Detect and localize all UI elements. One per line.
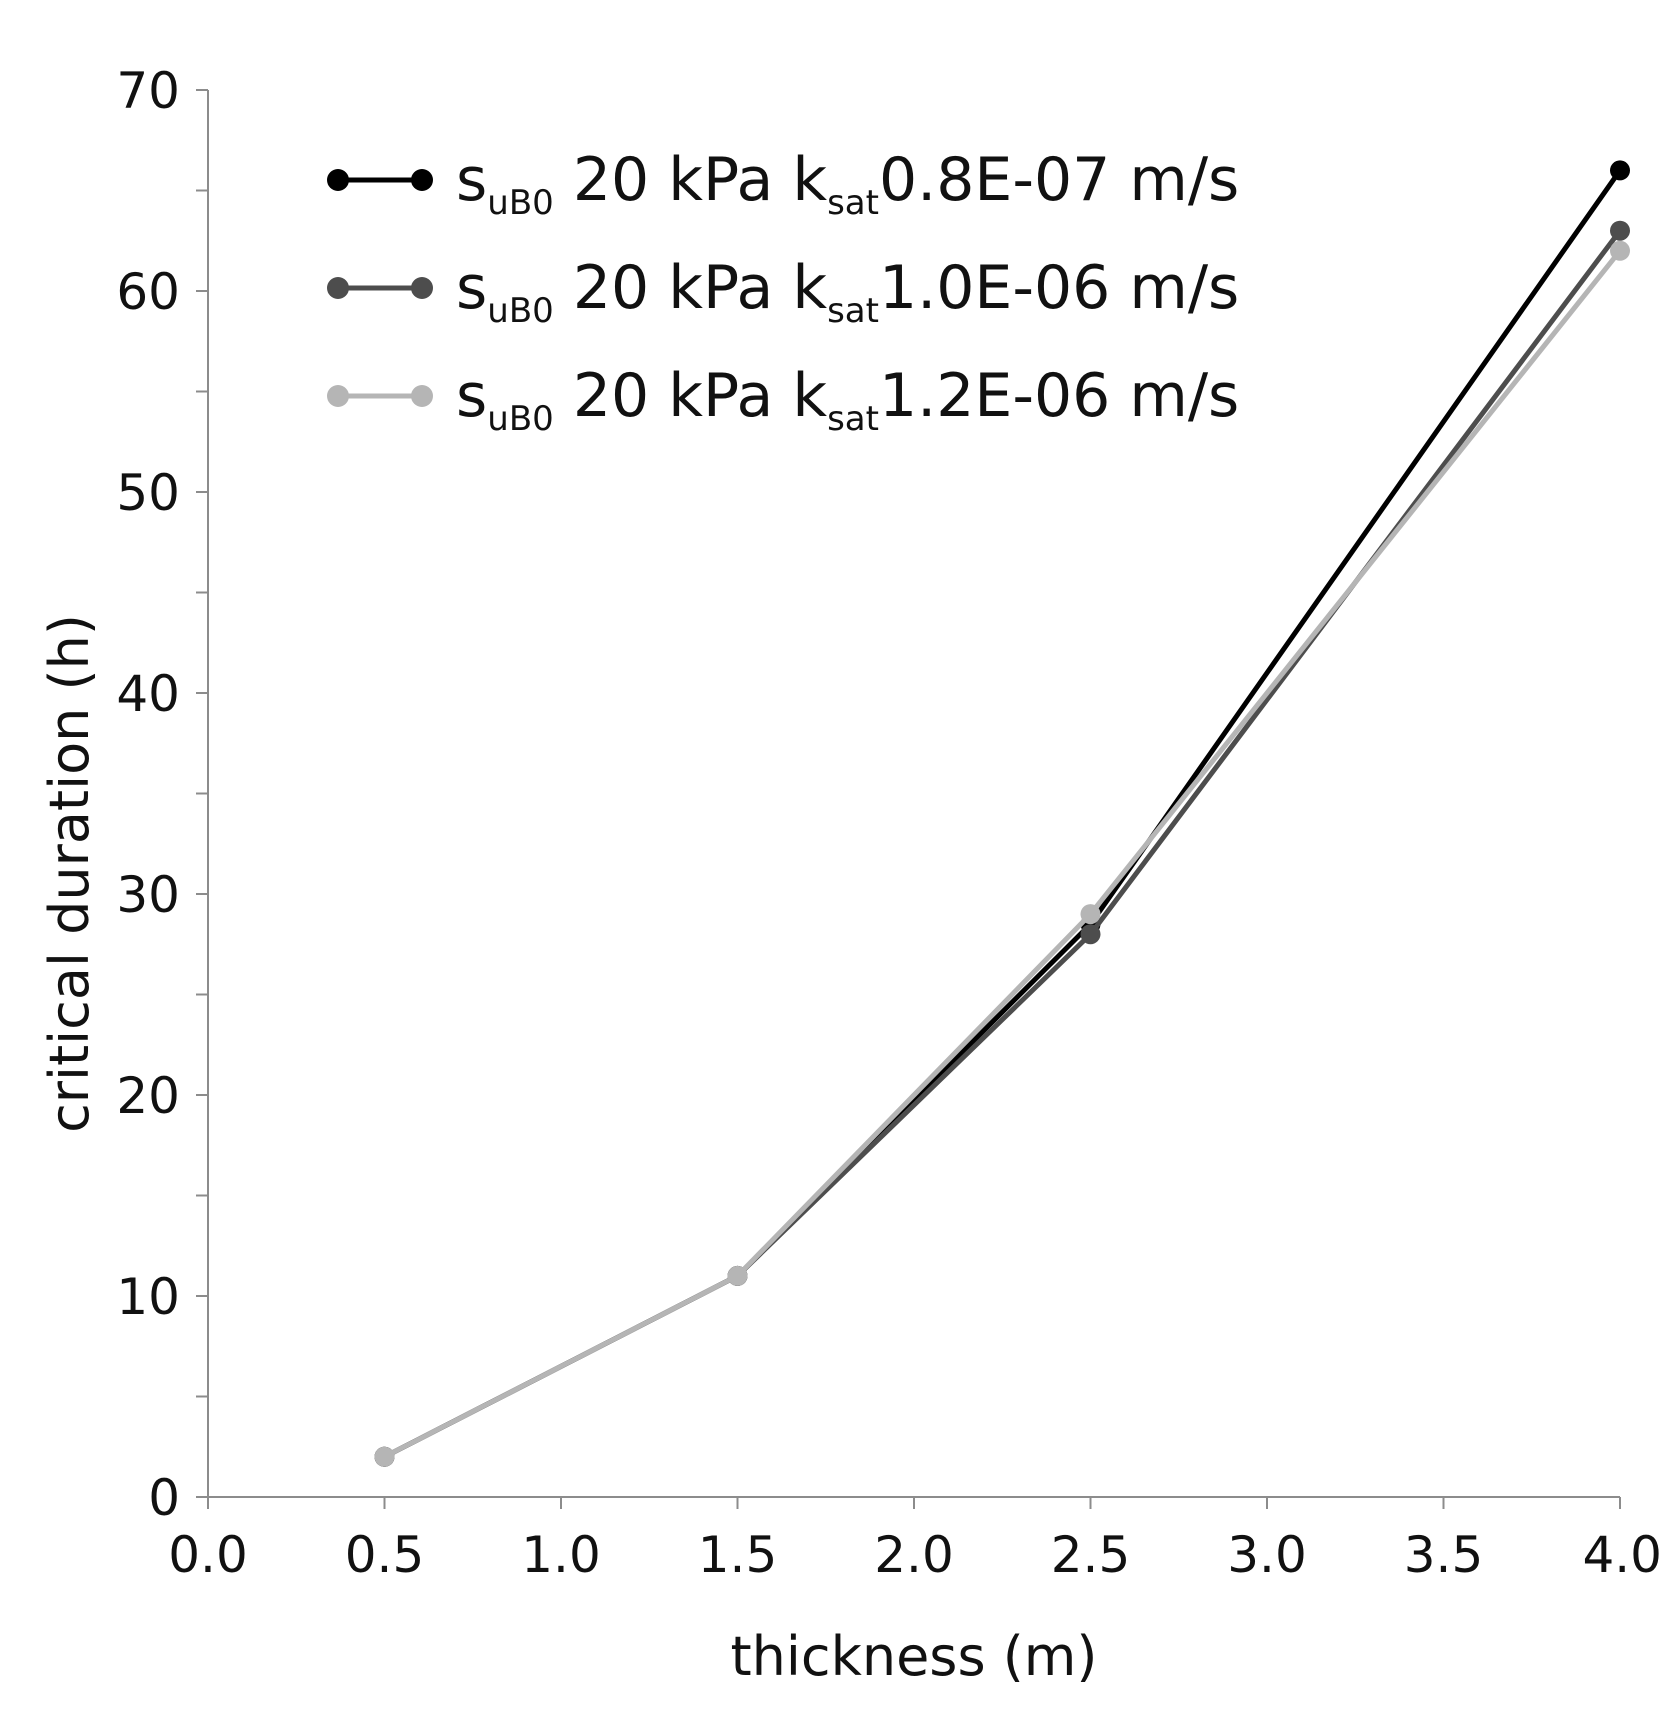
x-tick-label: 2.0 xyxy=(874,1526,954,1584)
y-tick-label: 70 xyxy=(116,62,180,120)
legend-label-subscript: uB0 xyxy=(487,291,554,331)
data-point xyxy=(1610,220,1630,241)
legend-label-text: 20 kPa k xyxy=(554,253,828,323)
legend-label-subscript: sat xyxy=(827,183,879,223)
legend-swatch-marker xyxy=(327,169,349,191)
x-tick-label: 3.0 xyxy=(1227,1526,1307,1584)
legend-label-subscript: uB0 xyxy=(487,399,554,439)
legend-label: suB0 20 kPa ksat0.8E-07 m/s xyxy=(456,145,1239,223)
legend-label-text: 1.2E-06 m/s xyxy=(879,361,1239,431)
legend-label-text: s xyxy=(456,253,487,323)
legend-label-text: 1.0E-06 m/s xyxy=(879,253,1239,323)
legend-label-subscript: sat xyxy=(827,291,879,331)
legend-label-text: s xyxy=(456,145,487,215)
y-tick-label: 10 xyxy=(116,1268,180,1326)
x-tick-label: 1.5 xyxy=(698,1526,778,1584)
legend-label-text: s xyxy=(456,361,487,431)
data-point xyxy=(1080,924,1101,945)
legend-swatch-marker xyxy=(411,385,433,407)
data-point xyxy=(1610,240,1630,261)
x-tick-label: 0.5 xyxy=(345,1526,425,1584)
legend-label-subscript: sat xyxy=(827,399,879,439)
y-tick-label: 30 xyxy=(116,866,180,924)
data-point xyxy=(374,1446,395,1467)
x-tick-label: 4.0 xyxy=(1582,1526,1662,1584)
legend-swatch-marker xyxy=(327,385,349,407)
y-tick-label: 50 xyxy=(116,464,180,522)
x-tick-label: 1.0 xyxy=(521,1526,601,1584)
data-point xyxy=(1080,904,1101,925)
legend-label-subscript: uB0 xyxy=(487,183,554,223)
series-lines xyxy=(374,160,1630,1467)
legend-swatch-marker xyxy=(411,169,433,191)
data-point xyxy=(727,1265,748,1286)
y-tick-label: 40 xyxy=(116,665,180,723)
legend-item: suB0 20 kPa ksat0.8E-07 m/s xyxy=(327,145,1239,223)
y-axis-title: critical duration (h) xyxy=(38,614,101,1133)
x-tick-label: 3.5 xyxy=(1404,1526,1484,1584)
legend-item: suB0 20 kPa ksat1.0E-06 m/s xyxy=(327,253,1239,331)
legend-label-text: 0.8E-07 m/s xyxy=(879,145,1239,215)
legend-label: suB0 20 kPa ksat1.0E-06 m/s xyxy=(456,253,1239,331)
x-axis-title: thickness (m) xyxy=(731,1625,1098,1688)
legend-swatch-marker xyxy=(411,277,433,299)
legend-label-text: 20 kPa k xyxy=(554,361,828,431)
x-tick-label: 0.0 xyxy=(168,1526,248,1584)
legend-item: suB0 20 kPa ksat1.2E-06 m/s xyxy=(327,361,1239,439)
y-tick-label: 0 xyxy=(148,1469,180,1527)
y-tick-label: 60 xyxy=(116,263,180,321)
series-line-3 xyxy=(382,248,1623,1460)
legend-label: suB0 20 kPa ksat1.2E-06 m/s xyxy=(456,361,1239,439)
axes xyxy=(196,89,1621,1509)
y-tick-label: 20 xyxy=(116,1067,180,1125)
legend-swatch-marker xyxy=(327,277,349,299)
tick-labels: 0 10 20 30 40 50 60 70 0.0 0.5 1.0 1.5 2.0 2.5 3.0 3.5 4… xyxy=(116,62,1662,1584)
x-tick-label: 2.5 xyxy=(1051,1526,1131,1584)
legend-label-text: 20 kPa k xyxy=(554,145,828,215)
data-point xyxy=(1610,160,1630,181)
